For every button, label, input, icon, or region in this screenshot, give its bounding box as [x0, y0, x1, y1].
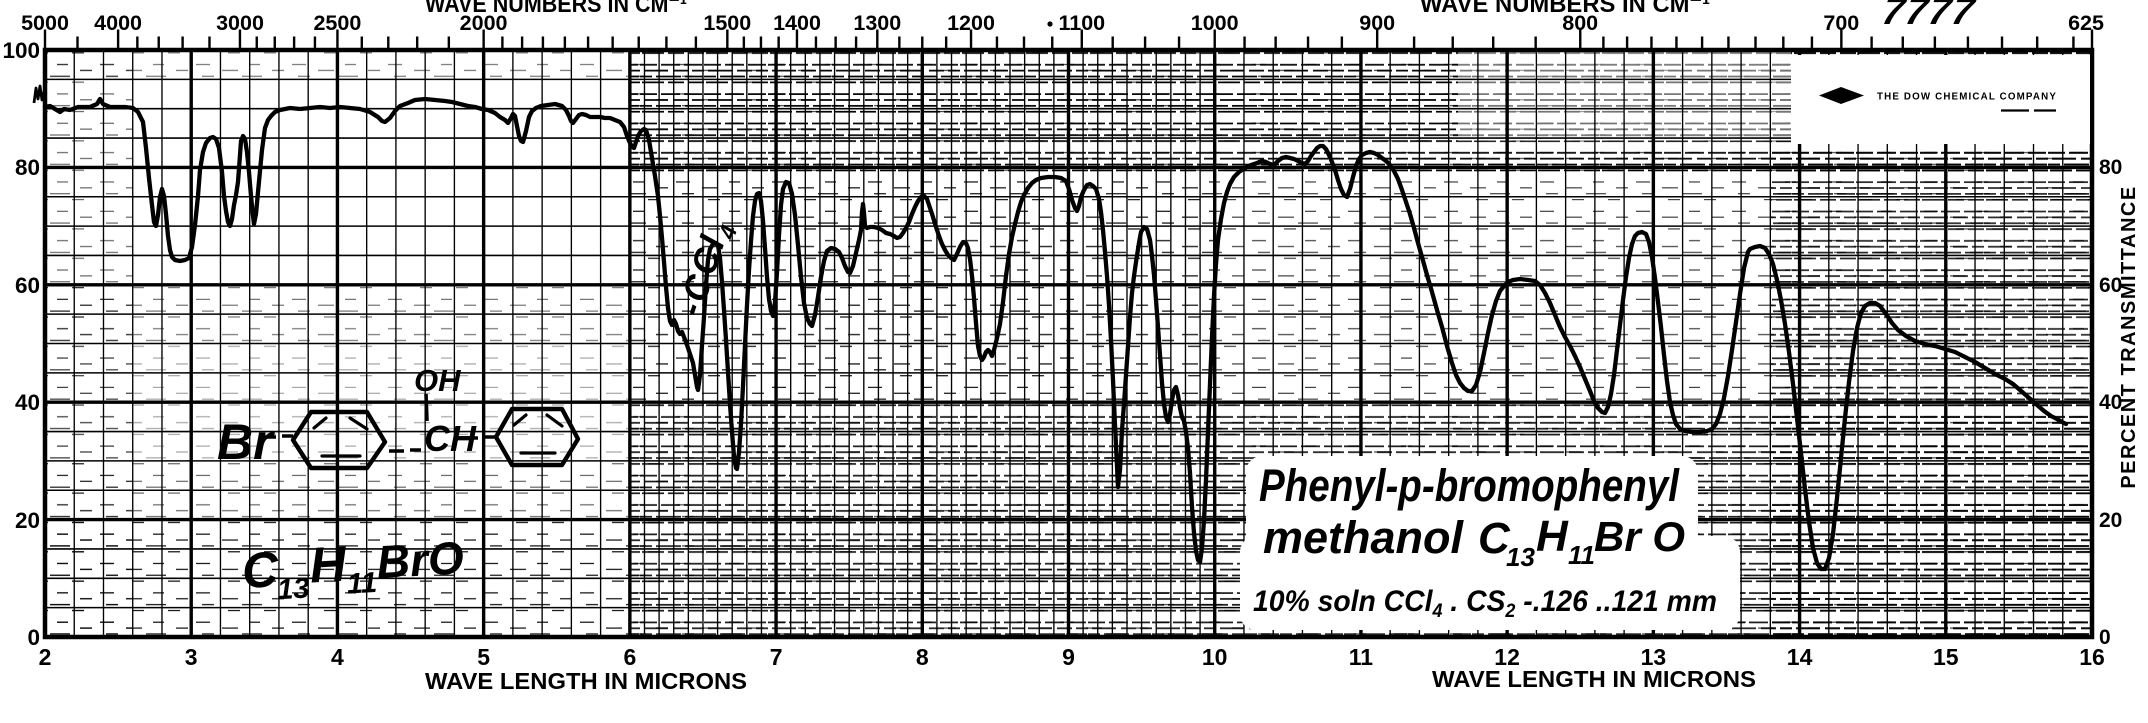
- svg-text:10: 10: [1202, 644, 1228, 670]
- svg-text:2: 2: [39, 644, 52, 670]
- svg-text:1100: 1100: [1058, 11, 1105, 35]
- svg-text:11: 11: [1349, 644, 1374, 670]
- svg-text:4: 4: [331, 644, 344, 670]
- svg-text:20: 20: [15, 508, 40, 533]
- svg-text:BrO: BrO: [375, 531, 465, 587]
- svg-text:625: 625: [2068, 11, 2104, 35]
- svg-text:methanol: methanol: [1263, 512, 1465, 563]
- svg-text:9: 9: [1062, 644, 1075, 670]
- svg-text:80: 80: [15, 155, 40, 180]
- svg-text:0: 0: [2099, 626, 2111, 649]
- svg-text:3000: 3000: [216, 11, 264, 35]
- svg-text:40: 40: [15, 390, 40, 415]
- svg-text:H: H: [308, 536, 348, 594]
- svg-text:2500: 2500: [313, 11, 361, 35]
- svg-text:0: 0: [27, 625, 40, 650]
- svg-text:11: 11: [1568, 540, 1595, 570]
- svg-text:13: 13: [1506, 542, 1535, 572]
- svg-text:900: 900: [1359, 11, 1395, 35]
- svg-text:12: 12: [1494, 644, 1520, 670]
- svg-text:100: 100: [2, 38, 40, 63]
- svg-text:10% soln CCl4 . CS2 -.126 ..12: 10% soln CCl4 . CS2 -.126 ..121 mm: [1253, 585, 1717, 622]
- svg-text:14: 14: [1787, 644, 1813, 670]
- svg-text:5000: 5000: [21, 11, 69, 35]
- svg-text:Br: Br: [217, 414, 275, 470]
- svg-text:16: 16: [2079, 644, 2105, 670]
- svg-text:80: 80: [2099, 156, 2122, 179]
- svg-text:3: 3: [185, 644, 198, 670]
- svg-text:40: 40: [2099, 391, 2122, 414]
- svg-text:1400: 1400: [773, 11, 821, 35]
- svg-text:H: H: [1536, 512, 1569, 561]
- svg-text:800: 800: [1562, 11, 1598, 35]
- svg-text:60: 60: [2099, 274, 2122, 297]
- svg-text:15: 15: [1933, 644, 1959, 670]
- svg-text:WAVE LENGTH IN MICRONS: WAVE LENGTH IN MICRONS: [425, 668, 747, 694]
- svg-text:11: 11: [346, 567, 378, 601]
- svg-text:WAVE NUMBERS IN CM⁻¹: WAVE NUMBERS IN CM⁻¹: [425, 0, 687, 18]
- svg-text:THE DOW CHEMICAL COMPANY: THE DOW CHEMICAL COMPANY: [1877, 92, 2057, 103]
- svg-text:8: 8: [916, 644, 929, 670]
- svg-text:OH: OH: [414, 363, 461, 398]
- svg-text:C: C: [1478, 514, 1511, 563]
- svg-text:700: 700: [1823, 11, 1859, 35]
- svg-text:1500: 1500: [703, 11, 751, 35]
- svg-text:1000: 1000: [1191, 11, 1239, 35]
- svg-text:1200: 1200: [947, 11, 995, 35]
- svg-text:WAVE NUMBERS IN CM⁻¹: WAVE NUMBERS IN CM⁻¹: [1420, 0, 1710, 18]
- svg-text:PERCENT TRANSMITTANCE: PERCENT TRANSMITTANCE: [2118, 185, 2140, 488]
- svg-text:6: 6: [624, 644, 637, 670]
- svg-text:13: 13: [1641, 644, 1667, 670]
- svg-text:4000: 4000: [94, 11, 142, 35]
- svg-text:2000: 2000: [460, 11, 508, 35]
- svg-text:Br O: Br O: [1594, 513, 1685, 560]
- svg-text:60: 60: [15, 273, 40, 298]
- svg-text:5: 5: [477, 644, 490, 670]
- svg-text:13: 13: [276, 573, 310, 607]
- svg-text:WAVE LENGTH IN MICRONS: WAVE LENGTH IN MICRONS: [1432, 666, 1756, 692]
- svg-text:7777: 7777: [1879, 0, 1979, 33]
- svg-text:C: C: [241, 541, 281, 599]
- svg-text:Phenyl-p-bromophenyl: Phenyl-p-bromophenyl: [1259, 460, 1680, 511]
- svg-text:20: 20: [2099, 509, 2122, 532]
- svg-text:1300: 1300: [853, 11, 901, 35]
- svg-text:7: 7: [770, 644, 783, 670]
